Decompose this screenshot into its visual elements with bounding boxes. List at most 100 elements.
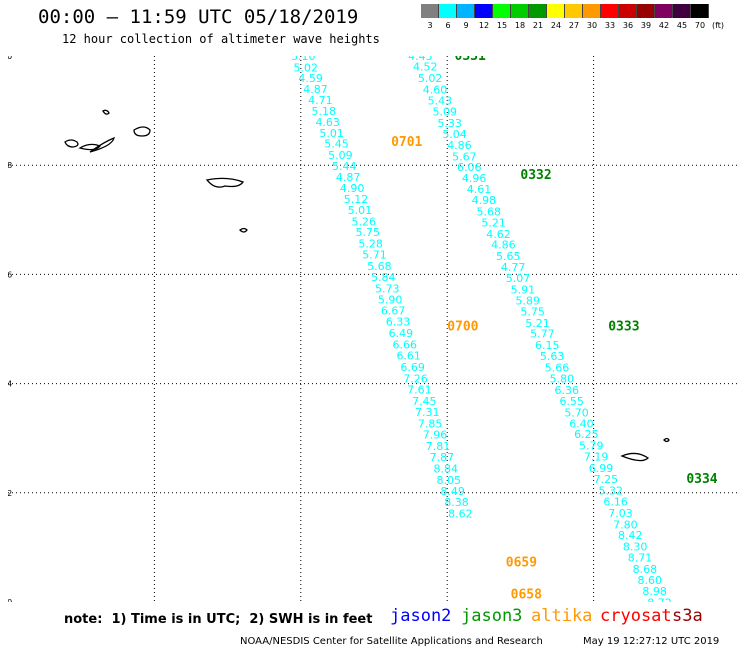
scale-swatch	[565, 4, 583, 18]
wave-height-value: 5.71	[362, 249, 387, 262]
wave-height-value: 5.84	[371, 271, 396, 284]
wave-height-value: 5.90	[378, 293, 403, 306]
wave-height-value: 6.67	[381, 304, 406, 317]
wave-height-value: 5.65	[496, 250, 521, 263]
wave-height-value: 7.81	[426, 440, 451, 453]
wave-height-value: 5.26	[352, 215, 377, 228]
scale-swatch	[475, 4, 493, 18]
lon-tick-label: -18	[587, 601, 600, 602]
wave-height-value: 6.16	[603, 495, 628, 508]
wave-height-value: 5.45	[324, 138, 349, 151]
scale-label: 9	[463, 21, 469, 30]
scale-bin: 3	[421, 4, 439, 30]
scale-bin: 33	[601, 4, 619, 30]
scale-swatch	[511, 4, 529, 18]
wave-height-value: 4.96	[462, 172, 487, 185]
wave-height-value: 5.04	[442, 128, 467, 141]
lat-lon-grid	[8, 56, 740, 602]
scale-bin: 42	[655, 4, 673, 30]
wave-height-value: 7.31	[415, 406, 440, 419]
wave-height-value: 4.77	[501, 261, 526, 274]
scale-swatch	[601, 4, 619, 18]
wave-height-value: 5.21	[481, 216, 506, 229]
scale-label: 18	[514, 21, 526, 30]
wave-height-value: 6.61	[396, 350, 421, 363]
wave-height-value: 8.72	[647, 596, 672, 602]
scale-swatch	[529, 4, 547, 18]
footer-credit: NOAA/NESDIS Center for Satellite Applica…	[240, 636, 543, 647]
wave-height-value: 5.43	[428, 95, 453, 108]
wave-height-value: 5.66	[545, 362, 570, 375]
wave-height-value: 5.89	[516, 294, 541, 307]
scale-label: 33	[604, 21, 616, 30]
scale-swatch	[439, 4, 457, 18]
lat-tick-label: 32	[8, 489, 12, 498]
wave-height-value: 5.28	[358, 238, 383, 251]
scale-label: 6	[445, 21, 451, 30]
lat-tick-label: 34	[8, 380, 12, 389]
wave-height-value: 8.71	[628, 552, 653, 565]
wave-height-value: 7.19	[584, 451, 609, 464]
footer-timestamp: May 19 12:27:12 UTC 2019	[583, 636, 720, 647]
wave-height-value: 5.01	[348, 204, 373, 217]
scale-label: 24	[550, 21, 562, 30]
wave-height-value: 7.26	[403, 373, 428, 386]
wave-height-value: 7.87	[430, 451, 455, 464]
pass-time-label: 0332	[520, 168, 551, 183]
wave-height-value: 5.68	[367, 260, 392, 273]
wave-height-value: 5.01	[319, 127, 344, 140]
satellite-legend-jason3: jason3	[461, 606, 523, 626]
wave-height-value: 5.07	[506, 272, 531, 285]
wave-height-value: 5.02	[418, 72, 443, 85]
scale-bin: 24	[547, 4, 565, 30]
wave-height-value: 8.62	[448, 507, 473, 520]
scale-label: 45	[676, 21, 688, 30]
lat-tick-label: 36	[8, 270, 12, 279]
island-graciosa	[89, 136, 115, 153]
lon-tick-label: -21	[440, 601, 453, 602]
wave-height-value: 7.96	[423, 429, 448, 442]
wave-height-value: 6.33	[386, 316, 411, 329]
scale-swatch	[457, 4, 475, 18]
wave-height-value: 7.85	[418, 417, 443, 430]
wave-height-value: 8.05	[436, 474, 461, 487]
island-madeira	[620, 452, 650, 462]
wave-height-value: 5.18	[312, 105, 337, 118]
wave-height-value: 4.87	[336, 171, 361, 184]
scale-bin: 18	[511, 4, 529, 30]
scale-swatch	[619, 4, 637, 18]
island-santa-maria	[239, 227, 248, 233]
wave-height-color-scale: 3 6 9 12 15 18 21 24 27 30 33 36 39 42 45 70 (ft)	[421, 4, 727, 30]
wave-height-value: 5.32	[598, 484, 623, 497]
wave-height-value: 7.61	[407, 383, 432, 396]
scale-label: 15	[496, 21, 508, 30]
wave-height-value: 5.70	[564, 406, 589, 419]
satellite-legend-s3a: s3a	[672, 606, 703, 626]
wave-height-value: 4.87	[303, 83, 328, 96]
lat-tick-label: 40	[8, 56, 12, 61]
scale-swatch	[493, 4, 511, 18]
scale-bin: 30	[583, 4, 601, 30]
scale-label: 12	[478, 21, 490, 30]
scale-label: 21	[532, 21, 544, 30]
scale-swatch	[655, 4, 673, 18]
wave-height-value: 7.25	[594, 473, 619, 486]
wave-height-value: 5.73	[375, 282, 400, 295]
scale-label: 70	[694, 21, 706, 30]
wave-height-value: 5.09	[433, 106, 458, 119]
wave-height-value: 6.15	[535, 339, 560, 352]
scale-bin: 12	[475, 4, 493, 30]
satellite-legend-jason2: jason2	[390, 606, 452, 626]
wave-height-value: 8.42	[618, 529, 643, 542]
footer-note: note: 1) Time is in UTC; 2) SWH is in fe…	[64, 612, 373, 627]
scale-bin: 6	[439, 4, 457, 30]
wave-height-value: 7.45	[412, 395, 437, 408]
lon-tick-label: -30	[8, 601, 15, 602]
wave-height-value: 4.86	[491, 239, 516, 252]
pass-time-label: 0334	[686, 472, 717, 487]
scale-swatch	[637, 4, 655, 18]
wave-height-value: 6.55	[559, 395, 584, 408]
wave-height-value: 5.79	[579, 440, 604, 453]
lat-tick-label: 38	[8, 161, 12, 170]
wave-height-value: 8.98	[642, 585, 667, 598]
